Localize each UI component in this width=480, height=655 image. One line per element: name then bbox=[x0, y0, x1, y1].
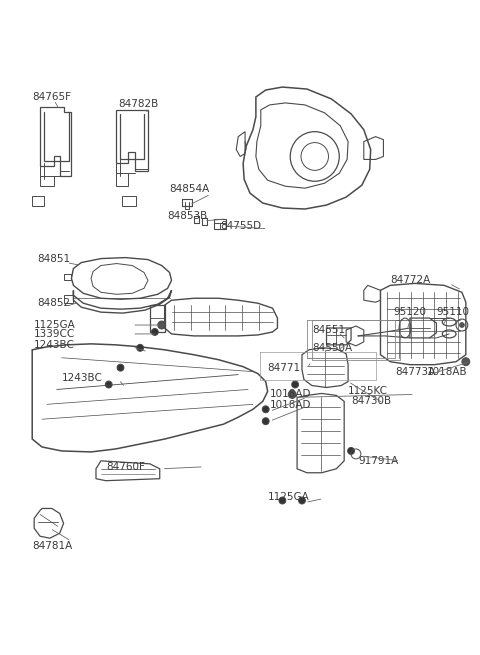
Text: 84773A: 84773A bbox=[395, 367, 435, 377]
Text: 1018AB: 1018AB bbox=[427, 367, 467, 377]
Text: 84551: 84551 bbox=[312, 325, 345, 335]
Text: 84765F: 84765F bbox=[32, 92, 71, 102]
Text: 84781A: 84781A bbox=[32, 541, 72, 551]
Circle shape bbox=[462, 358, 470, 365]
Text: 91791A: 91791A bbox=[358, 456, 398, 466]
Text: 1243BC: 1243BC bbox=[61, 373, 103, 383]
Text: 84730B: 84730B bbox=[351, 396, 391, 406]
Circle shape bbox=[459, 322, 464, 328]
Text: 1125KC: 1125KC bbox=[348, 386, 388, 396]
Text: 84851: 84851 bbox=[37, 253, 70, 263]
Text: 84771: 84771 bbox=[268, 363, 301, 373]
Text: 84852: 84852 bbox=[37, 298, 70, 309]
Text: 84550A: 84550A bbox=[312, 343, 352, 353]
Circle shape bbox=[292, 381, 299, 388]
Text: 84853B: 84853B bbox=[168, 211, 208, 221]
Text: 84782B: 84782B bbox=[119, 99, 159, 109]
Text: 1243BC: 1243BC bbox=[34, 340, 75, 350]
Text: 95110: 95110 bbox=[436, 307, 469, 317]
Text: 1018AD: 1018AD bbox=[270, 400, 311, 410]
Text: 84854A: 84854A bbox=[169, 184, 210, 194]
Circle shape bbox=[151, 329, 158, 335]
Circle shape bbox=[348, 447, 354, 455]
Text: 84760F: 84760F bbox=[106, 462, 144, 472]
Text: 1339CC: 1339CC bbox=[34, 329, 75, 339]
Circle shape bbox=[262, 418, 269, 424]
Circle shape bbox=[137, 345, 144, 351]
Text: 95120: 95120 bbox=[393, 307, 426, 317]
Circle shape bbox=[117, 364, 124, 371]
Text: 84772A: 84772A bbox=[390, 275, 431, 286]
Circle shape bbox=[288, 390, 296, 398]
Circle shape bbox=[158, 321, 166, 329]
Circle shape bbox=[105, 381, 112, 388]
Text: 1125GA: 1125GA bbox=[268, 491, 310, 502]
Text: 1018AD: 1018AD bbox=[270, 390, 311, 400]
Circle shape bbox=[262, 406, 269, 413]
Text: 1125GA: 1125GA bbox=[34, 320, 76, 330]
Text: 84755D: 84755D bbox=[221, 221, 262, 231]
Circle shape bbox=[299, 497, 305, 504]
Circle shape bbox=[279, 497, 286, 504]
